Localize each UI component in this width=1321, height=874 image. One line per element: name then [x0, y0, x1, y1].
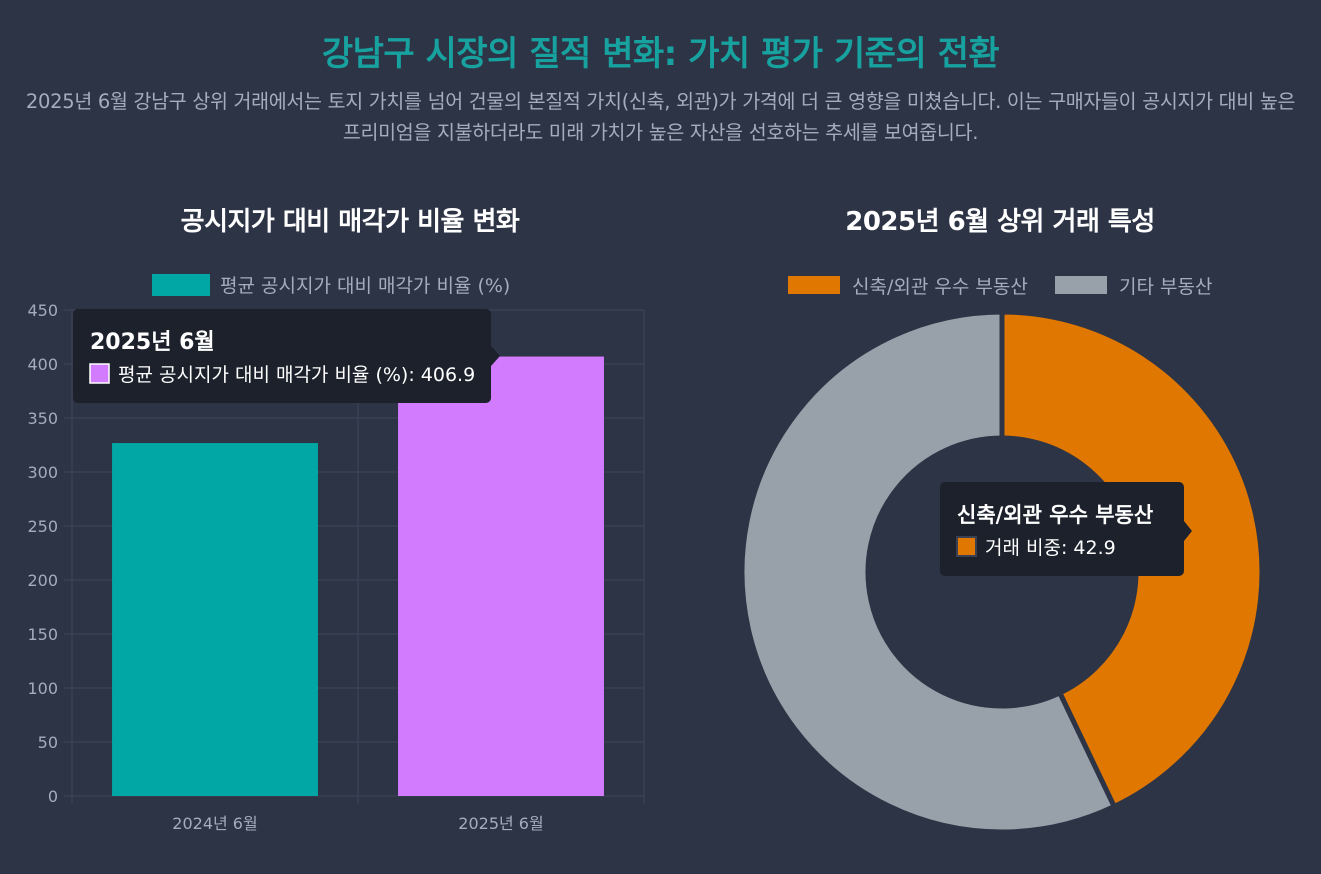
donut-chart-legend[interactable]: 신축/외관 우수 부동산 기타 부동산	[788, 276, 1212, 298]
y-tick-label: 100	[27, 679, 58, 698]
legend-swatch-ratio	[152, 274, 210, 296]
page-description: 2025년 6월 강남구 상위 거래에서는 토지 가치를 넘어 건물의 본질적 …	[25, 90, 1296, 144]
bar-tooltip-caret	[491, 346, 500, 366]
donut-tooltip-caret	[1184, 521, 1192, 541]
bar-tooltip: 2025년 6월 평균 공시지가 대비 매각가 비율 (%): 406.9	[73, 309, 500, 403]
y-axis: 0 50 100 150 200 250 300 350 400 450	[27, 301, 72, 806]
donut-tooltip: 신축/외관 우수 부동산 거래 비중: 42.9	[940, 482, 1192, 576]
donut-chart: 신축/외관 우수 부동산 기타 부동산 신축/외관 우수 부동산 거래 비중: …	[739, 276, 1265, 835]
bar[interactable]	[398, 356, 604, 796]
page-title: 강남구 시장의 질적 변화: 가치 평가 기준의 전환	[321, 34, 1000, 74]
y-tick-label: 150	[27, 625, 58, 644]
y-tick-label: 200	[27, 571, 58, 590]
y-tick-label: 250	[27, 517, 58, 536]
bar-chart-bars	[112, 356, 604, 796]
bar-tooltip-box	[73, 309, 491, 403]
bar-tooltip-swatch	[89, 363, 110, 384]
y-tick-label: 400	[27, 355, 58, 374]
donut-tooltip-swatch	[956, 536, 977, 557]
bar-chart: 평균 공시지가 대비 매각가 비율 (%) 0 50 100 150 200 250 300…	[27, 274, 645, 833]
legend-swatch-other	[1055, 276, 1107, 294]
y-tick-label: 350	[27, 409, 58, 428]
donut-tooltip-box	[940, 482, 1184, 576]
donut-slices	[739, 309, 1265, 835]
bar[interactable]	[112, 443, 318, 796]
legend-label-ratio: 평균 공시지가 대비 매각가 비율 (%)	[220, 275, 510, 297]
bar-tooltip-body: 평균 공시지가 대비 매각가 비율 (%): 406.9	[118, 364, 475, 386]
x-tick-label: 2024년 6월	[172, 814, 257, 833]
legend-label-other: 기타 부동산	[1119, 276, 1212, 298]
y-tick-label: 450	[27, 301, 58, 320]
y-tick-label: 300	[27, 463, 58, 482]
bar-tooltip-title: 2025년 6월	[90, 330, 215, 355]
bar-chart-title: 공시지가 대비 매각가 비율 변화	[180, 207, 520, 237]
y-tick-label: 0	[48, 787, 58, 806]
x-axis: 2024년 6월 2025년 6월	[172, 814, 543, 833]
donut-slice[interactable]	[739, 309, 1118, 835]
bar-chart-legend[interactable]: 평균 공시지가 대비 매각가 비율 (%)	[152, 274, 510, 297]
donut-tooltip-body: 거래 비중: 42.9	[985, 537, 1116, 559]
x-tick-label: 2025년 6월	[458, 814, 543, 833]
legend-label-new-building: 신축/외관 우수 부동산	[852, 276, 1028, 298]
donut-tooltip-title: 신축/외관 우수 부동산	[957, 503, 1153, 527]
legend-swatch-new-building	[788, 276, 840, 294]
donut-chart-title: 2025년 6월 상위 거래 특성	[845, 207, 1155, 237]
y-tick-label: 50	[38, 733, 58, 752]
